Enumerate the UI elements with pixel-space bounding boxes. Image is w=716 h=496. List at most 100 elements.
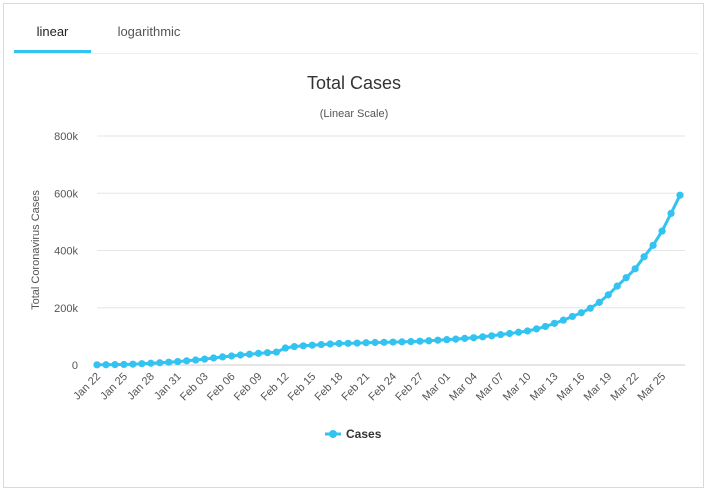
data-point[interactable] (93, 361, 101, 369)
x-tick-label: Mar 16 (555, 371, 588, 404)
data-point[interactable] (299, 342, 307, 350)
data-point[interactable] (210, 354, 218, 362)
data-point[interactable] (470, 334, 478, 342)
grid-lines (97, 135, 685, 366)
data-point[interactable] (622, 274, 630, 282)
data-point[interactable] (559, 316, 568, 324)
data-point[interactable] (281, 344, 289, 352)
data-point[interactable] (488, 332, 496, 340)
data-point[interactable] (443, 336, 451, 344)
data-point[interactable] (227, 352, 236, 360)
data-point[interactable] (577, 309, 585, 317)
data-point[interactable] (541, 322, 550, 331)
data-point[interactable] (676, 191, 684, 199)
data-point[interactable] (335, 339, 343, 348)
legend[interactable]: Cases (325, 427, 382, 441)
data-point[interactable] (416, 337, 424, 345)
data-point[interactable] (183, 357, 191, 365)
y-tick-label: 400k (54, 246, 78, 258)
data-point[interactable] (586, 304, 594, 312)
x-tick-label: Mar 07 (474, 371, 507, 404)
chart-title: Total Cases (307, 73, 401, 93)
data-point[interactable] (174, 357, 182, 366)
data-point[interactable] (389, 338, 397, 346)
x-tick-label: Mar 01 (420, 371, 453, 404)
data-point[interactable] (380, 338, 388, 346)
data-point[interactable] (550, 319, 559, 327)
chart-subtitle: (Linear Scale) (320, 108, 388, 120)
data-point[interactable] (245, 350, 254, 358)
data-point[interactable] (505, 329, 514, 338)
x-tick-label: Mar 04 (447, 371, 480, 404)
scale-tabs: linear logarithmic (14, 4, 698, 54)
data-point[interactable] (568, 312, 576, 321)
data-point[interactable] (192, 356, 200, 364)
y-tick-label: 600k (54, 188, 78, 200)
x-tick-label: Mar 13 (528, 371, 561, 404)
data-point[interactable] (326, 340, 334, 348)
x-tick-label: Feb 06 (205, 371, 238, 404)
data-point[interactable] (201, 355, 209, 363)
data-point[interactable] (290, 342, 298, 351)
data-point[interactable] (218, 353, 227, 361)
y-tick-label: 800k (54, 131, 78, 143)
x-tick-label: Feb 15 (286, 371, 319, 404)
legend-marker (329, 430, 337, 438)
data-point[interactable] (362, 339, 370, 347)
chart-panel: linear logarithmic (3, 3, 704, 488)
tab-logarithmic[interactable]: logarithmic (117, 24, 181, 39)
data-point[interactable] (595, 298, 603, 306)
data-point[interactable] (165, 358, 173, 366)
x-tick-label: Mar 25 (635, 371, 668, 404)
x-tick-label: Mar 19 (582, 371, 615, 404)
tab-linear[interactable]: linear (14, 4, 91, 53)
data-point[interactable] (120, 360, 128, 369)
x-tick-label: Feb 21 (339, 371, 372, 404)
data-point[interactable] (344, 339, 352, 347)
data-point[interactable] (604, 291, 612, 299)
data-point[interactable] (102, 361, 110, 369)
data-point[interactable] (371, 338, 379, 347)
data-point[interactable] (461, 334, 469, 342)
x-tick-label: Jan 22 (71, 371, 103, 403)
series-cases (93, 191, 684, 369)
data-point[interactable] (640, 253, 648, 261)
x-tick-label: Jan 28 (125, 371, 157, 403)
data-point[interactable] (667, 209, 675, 218)
x-tick-label: Mar 10 (501, 371, 534, 404)
x-tick-label: Feb 03 (178, 371, 211, 404)
data-point[interactable] (236, 351, 245, 359)
data-point[interactable] (497, 331, 505, 339)
data-point[interactable] (425, 337, 433, 345)
data-point[interactable] (272, 348, 280, 356)
data-point[interactable] (111, 361, 119, 369)
data-point[interactable] (479, 333, 487, 341)
data-point[interactable] (138, 360, 146, 368)
data-point[interactable] (649, 241, 657, 249)
x-tick-label: Mar 22 (609, 371, 642, 404)
data-point[interactable] (308, 341, 316, 349)
y-axis-ticks: 0 200k 400k 600k 800k (54, 131, 78, 372)
data-point[interactable] (129, 360, 137, 368)
data-point[interactable] (523, 327, 532, 335)
data-point[interactable] (147, 359, 155, 367)
data-point[interactable] (532, 325, 541, 333)
data-point[interactable] (452, 335, 460, 343)
data-point[interactable] (631, 265, 639, 273)
data-point[interactable] (514, 328, 523, 336)
x-tick-label: Feb 09 (232, 371, 265, 404)
data-point[interactable] (613, 282, 621, 290)
data-point[interactable] (398, 338, 406, 346)
data-point[interactable] (407, 337, 415, 346)
data-point[interactable] (658, 227, 666, 235)
data-point[interactable] (353, 339, 361, 347)
series-line-cases (97, 194, 682, 367)
data-point[interactable] (254, 349, 263, 357)
data-point[interactable] (434, 336, 442, 344)
data-point[interactable] (317, 340, 325, 349)
legend-label-cases: Cases (346, 427, 382, 441)
y-axis-label: Total Coronavirus Cases (30, 190, 42, 310)
data-point[interactable] (156, 359, 164, 367)
data-point[interactable] (263, 349, 272, 357)
